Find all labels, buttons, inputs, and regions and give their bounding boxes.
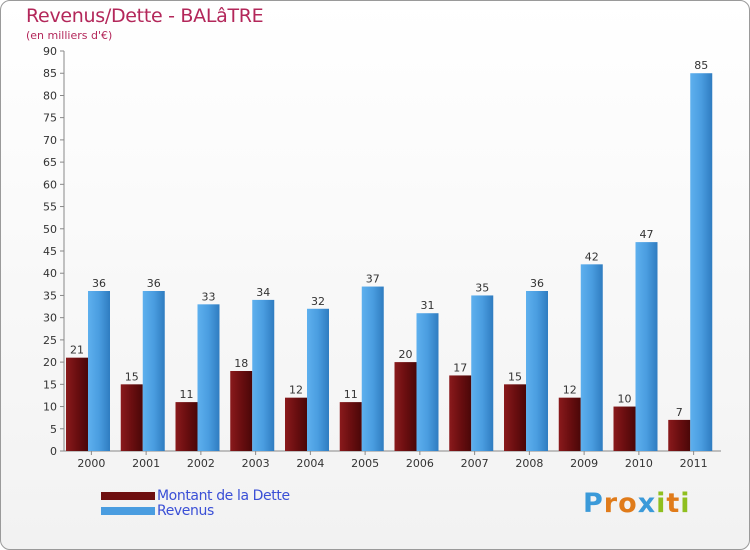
data-label-revenue: 36 — [92, 277, 106, 290]
y-tick-label: 25 — [43, 334, 57, 347]
y-tick-label: 10 — [43, 401, 57, 414]
data-label-revenue: 33 — [202, 290, 216, 303]
data-label-debt: 11 — [344, 388, 358, 401]
y-tick-label: 15 — [43, 378, 57, 391]
bar-debt — [668, 419, 691, 451]
bar-debt — [449, 375, 472, 451]
x-tick-label: 2005 — [351, 457, 379, 470]
y-tick-label: 70 — [43, 134, 57, 147]
legend-swatch-debt — [101, 491, 155, 500]
y-tick-label: 50 — [43, 223, 57, 236]
bar-revenue — [471, 295, 494, 451]
y-tick-label: 0 — [50, 445, 57, 458]
bar-debt — [558, 397, 581, 451]
data-label-revenue: 32 — [311, 295, 325, 308]
data-label-revenue: 36 — [530, 277, 544, 290]
legend-item-debt: Montant de la Dette — [101, 487, 290, 504]
legend: Montant de la Dette Revenus — [101, 487, 290, 519]
bar-debt — [504, 384, 526, 451]
proxiti-logo: Proxiti — [583, 488, 691, 519]
x-tick-label: 2010 — [625, 457, 653, 470]
y-tick-label: 45 — [43, 245, 57, 258]
chart-title: Revenus/Dette - BALâTRE — [26, 5, 264, 27]
data-label-revenue: 31 — [421, 299, 435, 312]
data-label-revenue: 37 — [366, 273, 380, 286]
x-tick-label: 2011 — [680, 457, 708, 470]
legend-label-revenue: Revenus — [157, 502, 214, 519]
data-label-debt: 7 — [676, 406, 683, 419]
logo-letter: t — [666, 488, 681, 519]
bar-revenue — [416, 313, 439, 451]
y-tick-label: 75 — [43, 112, 57, 125]
data-label-debt: 10 — [618, 393, 632, 406]
bar-revenue — [635, 242, 658, 451]
bar-revenue — [88, 291, 110, 451]
data-label-debt: 12 — [563, 384, 577, 397]
y-tick-label: 20 — [43, 356, 57, 369]
bar-debt — [120, 384, 143, 451]
y-tick-label: 65 — [43, 156, 57, 169]
legend-swatch-revenue — [101, 506, 155, 515]
data-label-debt: 18 — [234, 357, 248, 370]
y-tick-label: 80 — [43, 89, 57, 102]
bar-debt — [230, 371, 253, 451]
bar-revenue — [197, 304, 220, 451]
bar-debt — [394, 362, 417, 451]
data-label-debt: 15 — [508, 370, 522, 383]
data-label-revenue: 34 — [256, 286, 270, 299]
legend-item-revenue: Revenus — [101, 502, 290, 519]
bar-debt — [66, 357, 88, 451]
data-label-revenue: 85 — [694, 59, 708, 72]
x-tick-label: 2006 — [406, 457, 434, 470]
x-tick-label: 2000 — [77, 457, 105, 470]
data-label-debt: 15 — [125, 370, 139, 383]
x-tick-label: 2008 — [515, 457, 543, 470]
data-label-debt: 12 — [289, 384, 303, 397]
bar-debt — [285, 397, 307, 451]
y-tick-label: 5 — [50, 423, 57, 436]
logo-letter: i — [680, 488, 691, 519]
bar-revenue — [361, 286, 384, 451]
logo-letter: x — [637, 488, 657, 519]
y-tick-label: 55 — [43, 201, 57, 214]
y-tick-label: 35 — [43, 289, 57, 302]
x-tick-label: 2009 — [570, 457, 598, 470]
bar-revenue — [307, 308, 329, 451]
y-tick-label: 30 — [43, 312, 57, 325]
x-tick-label: 2003 — [242, 457, 270, 470]
bar-debt — [175, 402, 198, 451]
y-tick-label: 60 — [43, 178, 57, 191]
legend-label-debt: Montant de la Dette — [157, 487, 290, 504]
bar-revenue — [142, 291, 165, 451]
logo-letter: r — [603, 488, 619, 519]
x-tick-label: 2001 — [132, 457, 160, 470]
data-label-debt: 17 — [453, 361, 467, 374]
x-tick-label: 2007 — [461, 457, 489, 470]
data-label-debt: 21 — [70, 344, 84, 357]
data-label-debt: 20 — [399, 348, 413, 361]
logo-letter: P — [583, 488, 604, 519]
bar-revenue — [526, 291, 548, 451]
bar-debt — [339, 402, 362, 451]
y-tick-label: 40 — [43, 267, 57, 280]
chart-subtitle: (en milliers d'€) — [26, 29, 113, 42]
bar-revenue — [690, 73, 713, 451]
y-tick-label: 90 — [43, 45, 57, 58]
data-label-revenue: 35 — [475, 281, 489, 294]
bar-debt — [613, 406, 636, 451]
data-label-revenue: 47 — [640, 228, 654, 241]
data-label-revenue: 42 — [585, 250, 599, 263]
x-tick-label: 2002 — [187, 457, 215, 470]
bar-revenue — [252, 299, 275, 451]
x-tick-label: 2004 — [296, 457, 324, 470]
y-tick-label: 85 — [43, 67, 57, 80]
logo-letter: o — [618, 488, 638, 519]
data-label-revenue: 36 — [147, 277, 161, 290]
bar-revenue — [580, 264, 603, 451]
data-label-debt: 11 — [180, 388, 194, 401]
logo-letter: i — [656, 488, 667, 519]
